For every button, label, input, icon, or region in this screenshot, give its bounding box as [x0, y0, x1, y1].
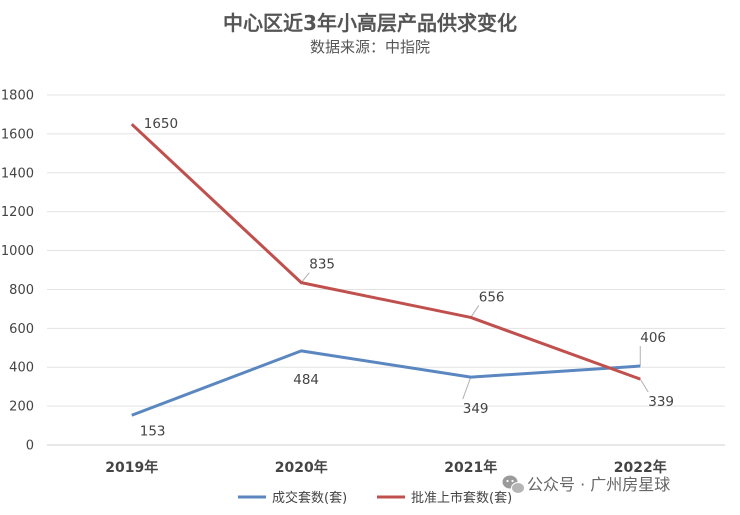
leader-line: [470, 305, 480, 318]
gridlines: [47, 94, 725, 446]
x-tick-label: 2022年: [614, 459, 667, 476]
data-label: 349: [463, 401, 489, 417]
series-lines: [130, 123, 641, 417]
data-label: 153: [140, 423, 166, 439]
data-label: 484: [293, 372, 319, 388]
watermark: 公众号 · 广州房星球: [502, 475, 670, 494]
data-label: 835: [309, 257, 335, 273]
leader-line: [300, 272, 310, 283]
x-tick-label: 2020年: [275, 459, 328, 476]
data-label: 656: [479, 289, 505, 305]
chart-title: 中心区近3年小高层产品供求变化: [223, 11, 517, 35]
legend: 成交套数(套) 批准上市套数(套): [238, 490, 512, 506]
x-tick-label: 2019年: [105, 459, 158, 476]
data-label: 406: [640, 330, 666, 346]
y-tick-label: 1800: [1, 89, 34, 104]
y-tick-label: 0: [26, 439, 34, 454]
data-label: 1650: [144, 116, 178, 132]
y-tick-label: 1200: [1, 205, 34, 220]
label-leader-lines: [300, 272, 649, 400]
legend-label: 批准上市套数(套): [411, 490, 512, 506]
y-axis-ticks: 0 200 400 600 800 1000 1200 1400 1600 1800: [1, 89, 34, 454]
x-tick-label: 2021年: [444, 459, 497, 476]
legend-label: 成交套数(套): [272, 490, 347, 506]
y-tick-label: 200: [9, 400, 34, 415]
y-tick-label: 1600: [1, 127, 34, 142]
chart-subtitle: 数据来源：中指院: [310, 38, 430, 56]
y-tick-label: 1000: [1, 244, 34, 259]
wechat-icon: [502, 475, 525, 494]
x-axis-ticks: 2019年 2020年 2021年 2022年: [105, 459, 666, 476]
y-tick-label: 1400: [1, 166, 34, 181]
y-tick-label: 800: [9, 283, 34, 298]
watermark-text: 公众号 · 广州房星球: [527, 475, 670, 494]
y-tick-label: 400: [9, 361, 34, 376]
data-label: 339: [648, 394, 674, 410]
series-line: [130, 123, 641, 381]
y-tick-label: 600: [9, 322, 34, 337]
series-line: [131, 349, 641, 417]
leader-line: [462, 376, 472, 400]
leader-line: [639, 378, 649, 393]
data-labels: 153 484 349 406 1650 835 656 339: [140, 116, 674, 439]
